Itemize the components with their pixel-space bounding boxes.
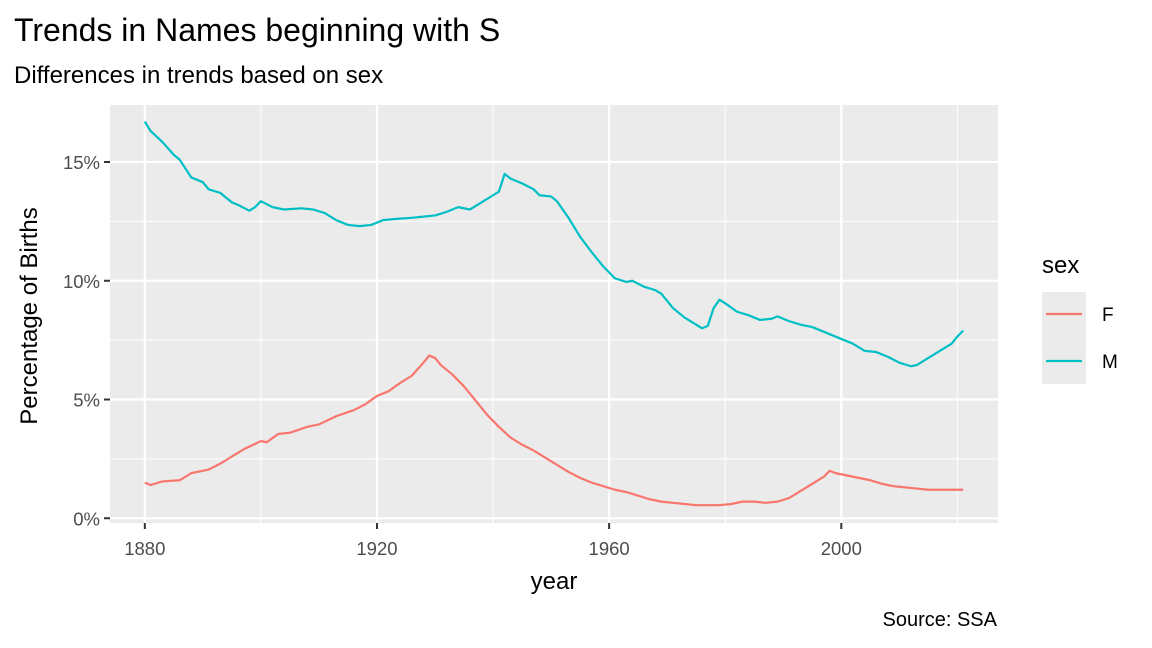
plot-panel — [110, 105, 998, 523]
x-tick-label: 1920 — [356, 538, 397, 559]
x-tick-label: 2000 — [821, 538, 862, 559]
x-tick-label: 1880 — [124, 538, 165, 559]
legend: sex F M — [1042, 252, 1118, 384]
series-line-f — [144, 354, 964, 507]
y-tick-label: 0% — [73, 508, 100, 529]
y-tick-label: 15% — [63, 152, 100, 173]
x-axis-title: year — [531, 568, 578, 595]
chart-subtitle: Differences in trends based on sex — [14, 62, 384, 89]
legend-title: sex — [1042, 252, 1079, 279]
chart-caption: Source: SSA — [882, 609, 997, 631]
legend-key-background — [1042, 292, 1086, 384]
y-axis: 0% 5% 10% 15% — [63, 152, 110, 529]
major-gridlines — [110, 105, 998, 523]
series-lines — [143, 121, 964, 507]
y-tick-label: 10% — [63, 271, 100, 292]
legend-label-f: F — [1102, 305, 1114, 326]
minor-gridlines — [110, 105, 998, 523]
x-tick-label: 1960 — [589, 538, 630, 559]
chart-title: Trends in Names beginning with S — [14, 12, 501, 48]
y-axis-title: Percentage of Births — [16, 207, 43, 424]
series-line-m — [143, 121, 964, 368]
legend-label-m: M — [1102, 352, 1118, 373]
x-axis: 1880 1920 1960 2000 — [124, 523, 862, 559]
y-tick-label: 5% — [73, 390, 100, 411]
